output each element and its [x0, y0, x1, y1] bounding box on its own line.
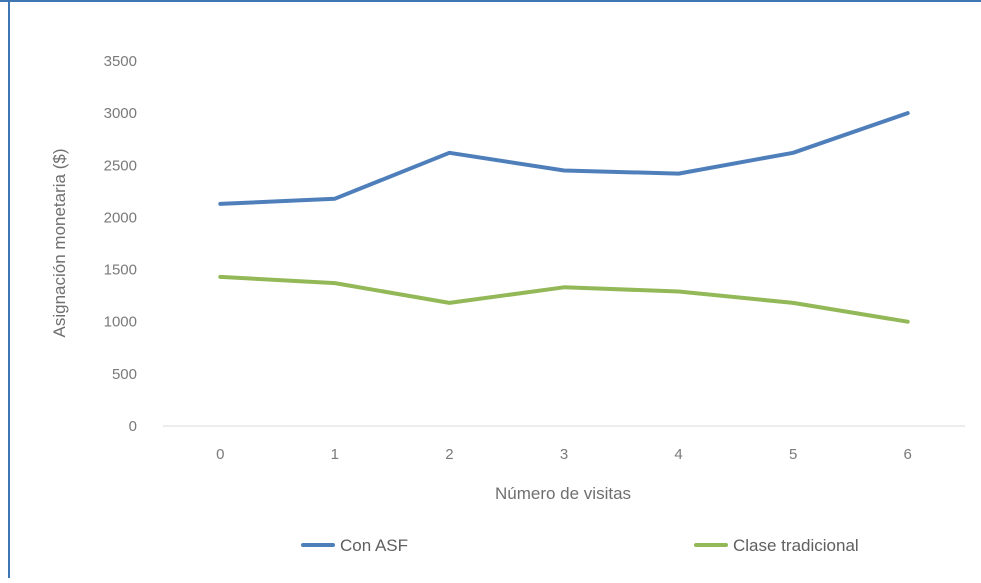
series-line-clase-tradicional: [218, 274, 910, 324]
legend-label-con-asf: Con ASF: [340, 536, 408, 555]
x-tick-label: 3: [560, 446, 568, 463]
y-tick-label: 500: [112, 366, 137, 383]
y-axis-title: Asignación monetaria ($): [50, 149, 69, 338]
x-tick-label: 4: [674, 446, 682, 463]
x-tick-labels: 0 1 2 3 4 5 6: [216, 446, 912, 463]
y-tick-label: 3000: [104, 105, 137, 122]
series-line-con-asf: [218, 111, 910, 206]
x-tick-label: 5: [789, 446, 797, 463]
legend: Con ASF Clase tradicional: [301, 536, 859, 555]
y-tick-label: 1000: [104, 314, 137, 331]
y-tick-label: 3500: [104, 53, 137, 70]
x-tick-label: 0: [216, 446, 224, 463]
x-tick-label: 1: [331, 446, 339, 463]
y-tick-labels: 0 500 1000 1500 2000 2500 3000 3500: [104, 53, 137, 435]
y-tick-label: 0: [129, 418, 137, 435]
legend-label-clase-tradicional: Clase tradicional: [733, 536, 859, 555]
series-lines: [218, 111, 910, 324]
y-tick-label: 1500: [104, 262, 137, 279]
x-tick-label: 6: [904, 446, 912, 463]
x-tick-label: 2: [445, 446, 453, 463]
y-tick-label: 2000: [104, 209, 137, 226]
x-axis-title: Número de visitas: [495, 484, 631, 503]
y-tick-label: 2500: [104, 157, 137, 174]
